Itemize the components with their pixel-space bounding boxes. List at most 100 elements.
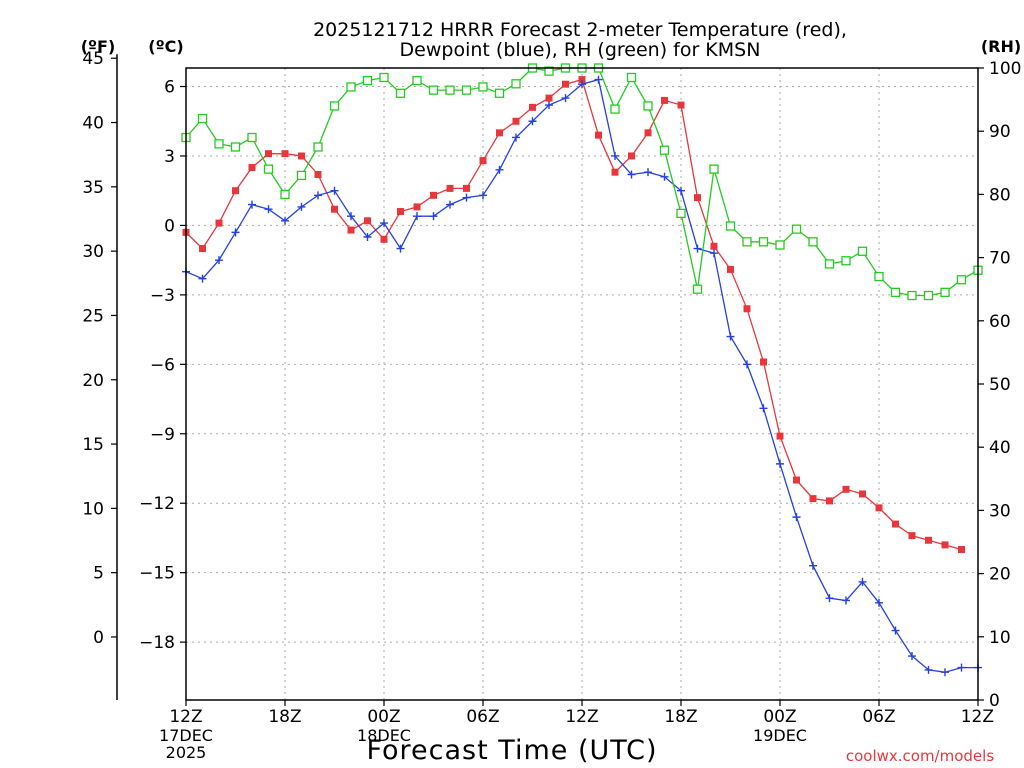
temperature-point-27 — [628, 152, 635, 160]
rh-tick-label-60: 60 — [989, 312, 1011, 332]
rh-tick-label-50: 50 — [989, 375, 1011, 395]
dewpoint-point-6 — [281, 216, 289, 225]
temperature-point-46 — [941, 541, 949, 549]
dewpoint-point-22 — [545, 101, 553, 110]
temperature-point-22 — [545, 94, 553, 102]
temperature-point-13 — [397, 208, 404, 216]
dewpoint-point-8 — [314, 191, 322, 200]
dewpoint-point-44 — [908, 652, 916, 661]
temperature-point-40 — [842, 485, 850, 493]
dewpoint-point-16 — [446, 200, 454, 209]
rh-tick-label-0: 0 — [989, 691, 1000, 711]
rh-point-47 — [956, 275, 967, 285]
dewpoint-point-40 — [842, 596, 850, 605]
temperature-point-14 — [413, 203, 421, 211]
dewpoint-point-11 — [363, 232, 372, 241]
dewpoint-point-30 — [677, 186, 685, 195]
dewpoint-point-10 — [347, 212, 355, 221]
f-tick-label-35: 35 — [82, 178, 104, 198]
temperature-point-2 — [215, 219, 223, 227]
rh-point-32 — [709, 164, 719, 174]
c-tick-label-5: −3 — [150, 286, 175, 306]
rh-point-27 — [626, 72, 637, 83]
rh-point-30 — [676, 208, 686, 219]
dewpoint-point-46 — [941, 668, 949, 677]
x-tick-label-6: 00Z — [763, 707, 796, 727]
temperature-point-34 — [743, 305, 751, 313]
rh-point-1 — [197, 113, 208, 124]
rh-point-26 — [610, 104, 620, 114]
temperature-point-5 — [265, 150, 272, 158]
rh-tick-label-80: 80 — [989, 185, 1011, 205]
dewpoint-point-23 — [561, 94, 570, 103]
x-tick-label-5: 18Z — [664, 707, 697, 727]
temperature-point-15 — [430, 191, 437, 199]
f-tick-label-40: 40 — [82, 114, 104, 134]
dewpoint-point-27 — [627, 170, 636, 179]
c-tick-label-3: −9 — [150, 425, 175, 445]
dewpoint-point-29 — [660, 172, 669, 181]
x-tick-label-1: 18Z — [268, 707, 301, 727]
dewpoint-point-31 — [693, 244, 702, 253]
dewpoint-series — [182, 75, 982, 677]
dewpoint-point-12 — [380, 219, 388, 228]
rh-tick-label-70: 70 — [989, 249, 1011, 269]
temperature-point-3 — [232, 187, 239, 195]
dewpoint-point-1 — [198, 274, 207, 283]
rh-point-39 — [824, 259, 835, 269]
temperature-point-28 — [644, 129, 652, 137]
temperature-point-30 — [677, 101, 685, 109]
dewpoint-point-7 — [297, 202, 306, 211]
dewpoint-point-2 — [215, 256, 223, 265]
f-tick-label-20: 20 — [82, 371, 104, 391]
rh-point-15 — [428, 85, 439, 95]
temperature-point-38 — [809, 495, 817, 503]
fahrenheit-unit-label: (ºF) — [81, 37, 116, 56]
rh-axis: 0 10 20 30 40 50 60 70 80 90 100 — [978, 59, 1021, 711]
x-tick-label-7: 06Z — [862, 707, 895, 727]
temperature-point-18 — [479, 157, 487, 165]
celsius-axis: −18 −15 −12 −9 −6 −3 0 3 6 — [139, 78, 186, 653]
rh-tick-label-20: 20 — [989, 565, 1011, 585]
rh-point-14 — [412, 75, 422, 86]
c-tick-label-7: 3 — [164, 147, 175, 167]
dewpoint-point-43 — [891, 626, 900, 635]
temperature-point-11 — [364, 217, 371, 225]
rh-point-10 — [346, 82, 356, 92]
rh-point-40 — [841, 256, 851, 266]
rh-point-43 — [890, 287, 901, 298]
temperature-point-43 — [892, 520, 899, 528]
rh-tick-label-100: 100 — [989, 59, 1021, 79]
x-tick-label-8: 12Z — [961, 707, 994, 727]
rh-point-13 — [395, 88, 406, 98]
chart-title-line2: Dewpoint (blue), RH (green) for KMSN — [400, 39, 761, 61]
temperature-point-41 — [859, 490, 866, 498]
rh-point-6 — [280, 189, 290, 200]
rh-tick-label-90: 90 — [989, 122, 1011, 142]
temperature-point-31 — [694, 194, 701, 202]
rh-point-34 — [742, 237, 752, 247]
temperature-point-1 — [199, 245, 206, 253]
dewpoint-point-13 — [396, 244, 405, 253]
temperature-point-20 — [512, 117, 520, 125]
rh-point-46 — [940, 287, 950, 298]
rh-point-44 — [907, 290, 917, 301]
temperature-point-16 — [446, 184, 454, 192]
temperature-point-36 — [776, 432, 784, 440]
dewpoint-point-9 — [330, 186, 339, 195]
f-tick-label-45: 45 — [82, 49, 104, 69]
c-tick-label-4: −6 — [150, 355, 175, 375]
x-date-label-2: 18DEC — [357, 726, 411, 745]
grid-lines — [186, 68, 978, 700]
x-tick-label-2: 00Z — [367, 707, 400, 727]
dewpoint-point-34 — [743, 360, 751, 369]
f-tick-label-15: 15 — [82, 435, 104, 455]
c-tick-label-8: 6 — [164, 78, 175, 98]
rh-point-9 — [329, 101, 340, 111]
temperature-point-8 — [314, 170, 322, 178]
x-year-label-0: 2025 — [166, 743, 207, 762]
temperature-point-25 — [595, 131, 602, 139]
rh-point-35 — [758, 237, 769, 247]
dewpoint-point-19 — [495, 165, 504, 174]
